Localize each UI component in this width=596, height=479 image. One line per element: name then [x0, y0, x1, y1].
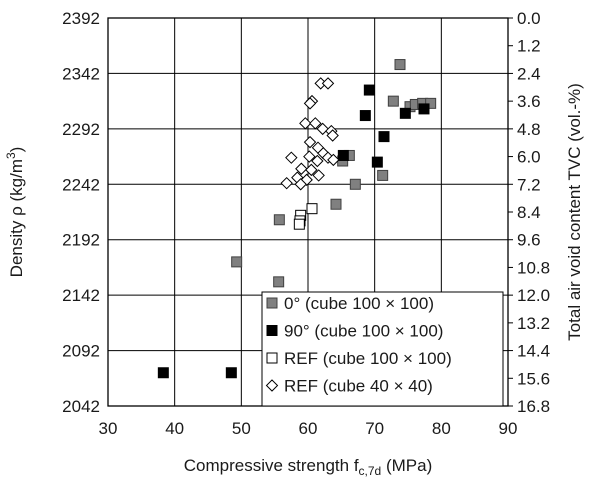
data-point	[312, 169, 325, 182]
x-tick-label: 70	[365, 419, 384, 438]
data-point	[306, 203, 318, 215]
y2-tick-label: 6.0	[517, 148, 541, 167]
x-tick-label: 40	[165, 419, 184, 438]
y2-tick-label: 10.8	[517, 258, 550, 277]
legend-marker	[266, 297, 278, 309]
data-point	[305, 163, 318, 177]
y2-tick-label: 7.2	[517, 175, 541, 194]
legend-marker	[266, 325, 278, 336]
y2-tick-labels: 0.0 1.2 2.4 3.6 4.8 6.0 7.2 8.4 9.6 10.8 12.0 13.2 1…	[508, 9, 550, 416]
legend-label: REF (cube 100 × 100)	[284, 349, 452, 368]
y2-tick-label: 12.0	[517, 286, 550, 305]
data-point	[303, 135, 317, 149]
x-tick-label: 50	[232, 419, 251, 438]
data-point	[378, 131, 390, 143]
y-axis-title: Density ρ (kg/m3)	[4, 147, 26, 278]
y2-tick-label: 16.8	[517, 397, 550, 416]
legend: 0° (cube 100 × 100) 90° (cube 100 × 100) R…	[261, 291, 504, 407]
legend-marker	[266, 352, 278, 364]
x-tick-label: 60	[299, 419, 318, 438]
y-tick-label: 2192	[62, 231, 100, 250]
y-tick-label: 2342	[62, 64, 100, 83]
data-point	[394, 59, 406, 71]
y-tick-label: 2292	[62, 120, 100, 139]
data-point	[285, 151, 298, 164]
data-point	[327, 153, 340, 167]
series-3	[280, 77, 340, 191]
data-point	[387, 95, 399, 107]
data-point	[326, 129, 339, 142]
data-point	[330, 198, 342, 210]
y2-tick-label: 15.6	[517, 369, 550, 388]
data-point	[399, 107, 411, 119]
data-point	[231, 256, 243, 268]
data-point	[377, 169, 389, 181]
y2-tick-label: 4.8	[517, 120, 541, 139]
data-point	[309, 117, 322, 130]
legend-label: 90° (cube 100 × 100)	[284, 322, 443, 341]
data-point	[349, 178, 361, 190]
legend-marker	[265, 379, 279, 392]
data-point	[293, 218, 305, 230]
x-tick-labels: 30 40 50 60 70 80 90	[99, 419, 518, 438]
y-tick-label: 2042	[62, 397, 100, 416]
data-point	[371, 156, 383, 168]
y2-tick-label: 14.4	[517, 342, 550, 361]
y-tick-label: 2092	[62, 342, 100, 361]
data-marks	[157, 59, 437, 379]
data-point	[303, 150, 316, 163]
data-point	[280, 176, 293, 190]
data-point	[299, 117, 312, 130]
x-tick-label: 30	[99, 419, 118, 438]
data-point	[311, 154, 324, 168]
y-tick-label: 2142	[62, 286, 100, 305]
y2-tick-label: 3.6	[517, 92, 541, 111]
legend-box	[261, 291, 504, 407]
data-point	[321, 77, 335, 90]
y2-axis-title: Total air void content TVC (vol.-%)	[565, 83, 584, 341]
x-tick-label: 90	[499, 419, 518, 438]
y2-tick-label: 2.4	[517, 64, 541, 83]
data-point	[157, 367, 169, 379]
data-point	[303, 97, 317, 110]
data-point	[359, 110, 371, 122]
y2-tick-label: 8.4	[517, 203, 541, 222]
x-tick-label: 80	[432, 419, 451, 438]
data-point	[273, 214, 285, 226]
y-tick-labels: 2392 2342 2292 2242 2192 2142 2092 2042	[62, 9, 100, 416]
data-point	[337, 149, 349, 161]
y-tick-label: 2242	[62, 175, 100, 194]
y2-tick-label: 9.6	[517, 231, 541, 250]
data-point	[225, 367, 237, 379]
data-point	[294, 178, 307, 191]
series-1	[157, 84, 430, 379]
data-point	[316, 122, 329, 136]
y-tick-label: 2392	[62, 9, 100, 28]
data-point	[295, 162, 308, 175]
y2-tick-label: 0.0	[517, 9, 541, 28]
x-axis-title: Compressive strength fc,7d (MPa)	[184, 456, 432, 478]
legend-label: 0° (cube 100 × 100)	[284, 294, 434, 313]
y2-tick-label: 1.2	[517, 37, 541, 56]
data-point	[425, 97, 437, 109]
data-point	[273, 276, 285, 288]
y2-tick-label: 13.2	[517, 314, 550, 333]
data-point	[418, 103, 430, 115]
series-2	[293, 203, 318, 230]
data-point	[363, 84, 375, 96]
legend-label: REF (cube 40 × 40)	[284, 377, 433, 396]
